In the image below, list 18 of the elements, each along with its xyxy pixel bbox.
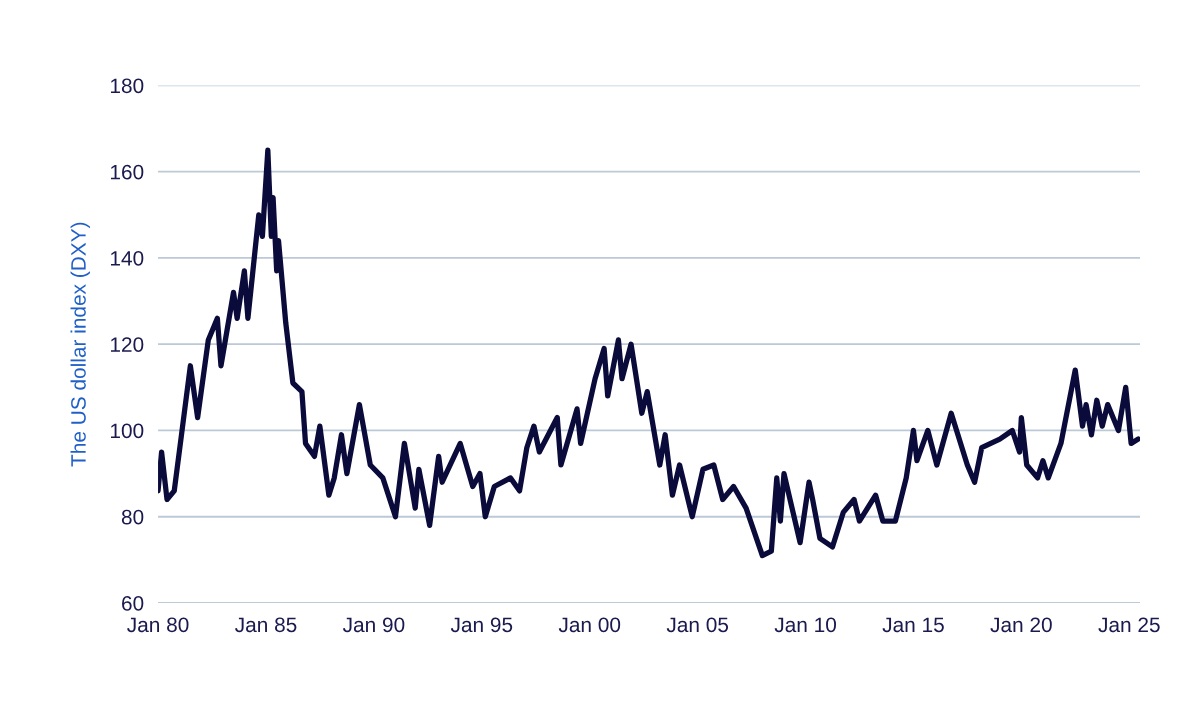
x-tick-label: Jan 85	[235, 617, 297, 633]
x-tick-label: Jan 20	[990, 617, 1052, 633]
x-tick-label: Jan 00	[558, 617, 621, 633]
x-tick-label: Jan 80	[127, 617, 189, 633]
y-tick-label: 120	[110, 337, 144, 352]
y-tick-label: 100	[110, 423, 144, 439]
x-tick-label: Jan 90	[342, 617, 405, 633]
x-tick-label: Jan 25	[1098, 617, 1160, 633]
y-axis-title: The US dollar index (DXY)	[70, 222, 90, 467]
x-tick-label: Jan 15	[882, 617, 944, 633]
y-tick-label: 60	[122, 596, 144, 611]
x-tick-label: Jan 05	[666, 617, 729, 633]
y-tick-label: 140	[110, 250, 144, 266]
x-tick-label: Jan 95	[450, 617, 513, 633]
y-tick-label: 180	[110, 78, 144, 94]
y-tick-label: 80	[121, 509, 144, 525]
y-tick-label: 160	[110, 164, 144, 180]
x-tick-label: Jan 10	[774, 617, 837, 633]
